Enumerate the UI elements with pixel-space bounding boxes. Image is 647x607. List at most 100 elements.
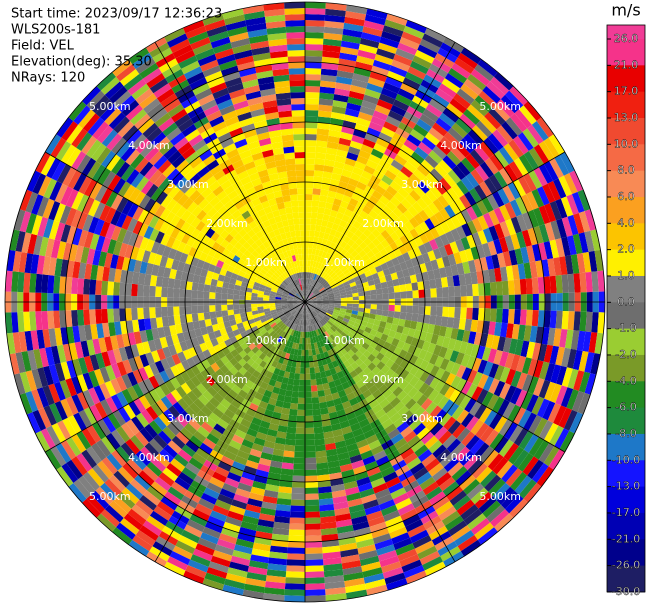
range-gate — [584, 352, 595, 374]
range-gate — [384, 169, 397, 181]
range-gate — [438, 430, 453, 445]
range-gate — [333, 322, 340, 328]
range-gate — [367, 353, 376, 363]
range-gate — [300, 242, 305, 249]
range-gate — [429, 353, 439, 366]
range-gate — [339, 131, 353, 141]
range-gate — [433, 248, 442, 260]
range-gate — [233, 294, 240, 300]
range-gate — [314, 432, 325, 440]
range-gate — [19, 371, 32, 393]
range-gate — [373, 143, 387, 154]
range-gate — [340, 40, 360, 50]
range-gate — [517, 453, 534, 472]
range-gate — [475, 422, 489, 439]
range-gate — [459, 194, 472, 209]
range-gate — [354, 332, 363, 339]
range-gate — [489, 432, 504, 450]
range-gate — [369, 284, 376, 291]
range-gate — [320, 189, 329, 197]
range-gate — [421, 252, 431, 264]
range-gate — [277, 425, 288, 433]
range-gate — [305, 236, 310, 243]
range-gate — [542, 400, 556, 421]
range-gate — [349, 84, 367, 95]
range-gate — [266, 569, 287, 578]
range-gate — [320, 290, 327, 295]
range-gate — [205, 375, 216, 387]
range-gate — [281, 299, 288, 302]
range-gate — [321, 291, 328, 296]
range-gate — [565, 255, 574, 275]
range-gate — [309, 305, 315, 310]
range-gate — [498, 146, 514, 165]
range-gate — [257, 386, 266, 396]
range-gate — [305, 2, 326, 9]
range-gate — [331, 392, 340, 400]
range-gate — [439, 383, 451, 396]
range-gate — [417, 44, 438, 59]
range-gate — [288, 535, 305, 542]
range-gate — [361, 100, 377, 111]
range-gate — [436, 306, 443, 317]
range-gate — [193, 430, 207, 443]
range-gate — [50, 239, 61, 259]
range-gate — [492, 129, 509, 147]
range-gate — [509, 387, 522, 405]
range-gate — [238, 350, 247, 359]
range-gate — [316, 303, 323, 306]
range-gate — [311, 311, 316, 318]
range-gate — [273, 340, 280, 348]
range-gate — [481, 391, 494, 407]
range-gate — [195, 362, 206, 373]
range-gate — [322, 171, 333, 179]
range-gate — [269, 345, 277, 353]
range-gate — [395, 543, 415, 556]
range-gate — [284, 152, 295, 160]
range-gate — [393, 311, 401, 319]
range-label: 5.00km — [89, 490, 131, 503]
range-gate — [515, 389, 528, 408]
range-gate — [65, 396, 79, 416]
range-gate — [299, 373, 305, 380]
range-gate — [311, 286, 316, 293]
range-gate — [179, 280, 187, 290]
range-gate — [51, 423, 66, 443]
range-gate — [311, 279, 315, 286]
range-gate — [415, 321, 424, 331]
range-gate — [359, 384, 369, 394]
range-gate — [139, 427, 154, 443]
range-gate — [389, 372, 400, 383]
range-gate — [340, 297, 347, 301]
range-gate — [347, 96, 363, 106]
range-gate — [66, 326, 75, 344]
range-gate — [504, 235, 515, 252]
range-gate — [312, 188, 321, 196]
range-gate — [346, 102, 362, 112]
range-gate — [533, 167, 548, 187]
range-gate — [409, 375, 420, 387]
range-gate — [129, 479, 147, 495]
range-gate — [252, 480, 267, 490]
range-gate — [210, 372, 221, 383]
range-gate — [494, 223, 505, 239]
range-gate — [282, 307, 289, 311]
range-gate — [220, 398, 231, 409]
range-gate — [399, 224, 410, 235]
range-gate — [572, 349, 583, 371]
colorbar-tick-label: 0.0 — [617, 295, 635, 308]
range-gate — [339, 52, 358, 62]
range-gate — [135, 530, 156, 547]
range-gate — [308, 306, 314, 312]
range-gate — [293, 302, 300, 305]
colorbar-tick-label: -21.0 — [612, 532, 640, 545]
range-gate — [327, 307, 335, 312]
range-gate — [334, 88, 350, 97]
range-gate — [333, 345, 341, 353]
range-gate — [310, 272, 314, 279]
range-gate — [285, 438, 296, 446]
range-gate — [378, 93, 396, 105]
range-gate — [326, 454, 339, 463]
range-gate — [305, 266, 308, 273]
range-gate — [328, 279, 335, 286]
